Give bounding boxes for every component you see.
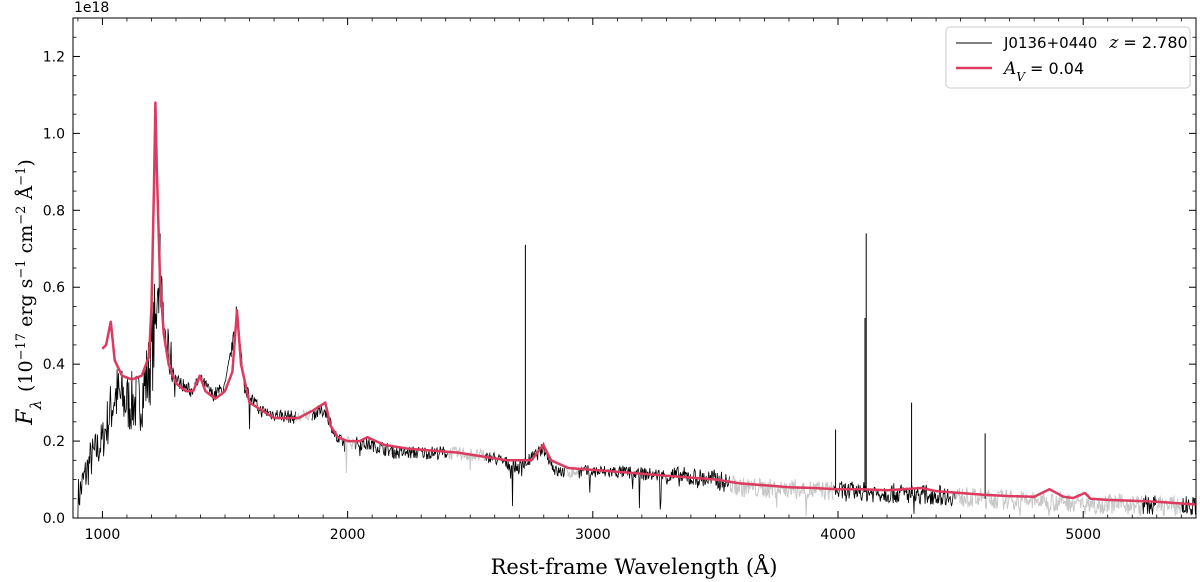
masked-spectrum-segment	[955, 487, 1143, 517]
y-tick-label: 0.6	[43, 280, 65, 296]
x-tick-label: 4000	[820, 527, 856, 543]
y-tick-label: 1.2	[43, 49, 65, 65]
x-axis-title: Rest-frame Wavelength (Å)	[491, 554, 778, 579]
masked-spectrum-segment	[565, 465, 579, 480]
y-axis-units-exp-b: −1	[14, 259, 29, 278]
y-axis-title: Fλ(10−17 erg s−1 cm−2 Å−1)	[13, 159, 45, 426]
masked-spectrum-segment	[1156, 495, 1182, 517]
axes: 1000 2000 3000 4000 5000 0.0 0.2 0.4 0.6 0.8 1.0 1.…	[43, 17, 1197, 543]
y-tick-label: 0.2	[43, 434, 65, 450]
y-axis-units-b: erg s	[15, 279, 37, 333]
y-offset-label: 1e18	[74, 0, 109, 16]
plot-area	[77, 101, 1196, 517]
y-axis-units-exp-a: −17	[14, 333, 29, 360]
masked-spectrum-segment	[295, 408, 312, 422]
y-tick-label: 0.8	[43, 203, 65, 219]
y-axis-units-exp-d: −1	[14, 167, 29, 186]
x-tick-label: 1000	[85, 527, 121, 543]
legend-model-symbol: A	[1002, 59, 1016, 79]
x-tick-label: 3000	[575, 527, 611, 543]
y-tick-label: 0.4	[43, 357, 65, 373]
legend-model-entry: AV = 0.04	[1002, 59, 1084, 84]
masked-spectrum-segment	[729, 475, 834, 517]
legend-model-value: = 0.04	[1025, 59, 1084, 78]
legend-box	[945, 26, 1191, 89]
y-axis-symbol-sub: λ	[27, 400, 45, 411]
spectrum-segment	[578, 464, 730, 510]
y-axis-symbol: F	[13, 409, 38, 426]
y-tick-label: 1.0	[43, 126, 65, 142]
y-tick-label: 0.0	[43, 511, 65, 527]
plot-frame	[72, 17, 1197, 519]
x-tick-label: 2000	[330, 527, 366, 543]
spectrum-segment	[1142, 495, 1157, 515]
y-axis-units-e: )	[15, 159, 37, 166]
y-axis-units-c: cm	[15, 225, 37, 260]
legend-model-sub: V	[1016, 70, 1026, 84]
spectrum-segment	[311, 404, 345, 452]
svg-text:Fλ(10−17 erg s−1 cm−2 Å−1): Fλ(10−17 erg s−1 cm−2 Å−1)	[13, 159, 45, 426]
x-tick-label: 5000	[1065, 527, 1101, 543]
masked-spectrum-segment	[447, 446, 486, 471]
legend: J0136+0440 z = 2.780 AV = 0.04	[945, 26, 1191, 89]
y-axis-units-exp-c: −2	[14, 206, 29, 225]
y-axis-units-a: (10	[15, 360, 37, 392]
legend-spectrum-entry: J0136+0440 z = 2.780	[1003, 33, 1188, 53]
legend-redshift-symbol: z	[1108, 33, 1119, 53]
legend-redshift-value: = 2.780	[1118, 33, 1187, 52]
legend-spectrum-label: J0136+0440	[1003, 34, 1097, 52]
y-axis-units-d: Å	[15, 186, 37, 206]
spectrum-segment	[833, 481, 956, 514]
model-fit-line	[101, 101, 1196, 506]
